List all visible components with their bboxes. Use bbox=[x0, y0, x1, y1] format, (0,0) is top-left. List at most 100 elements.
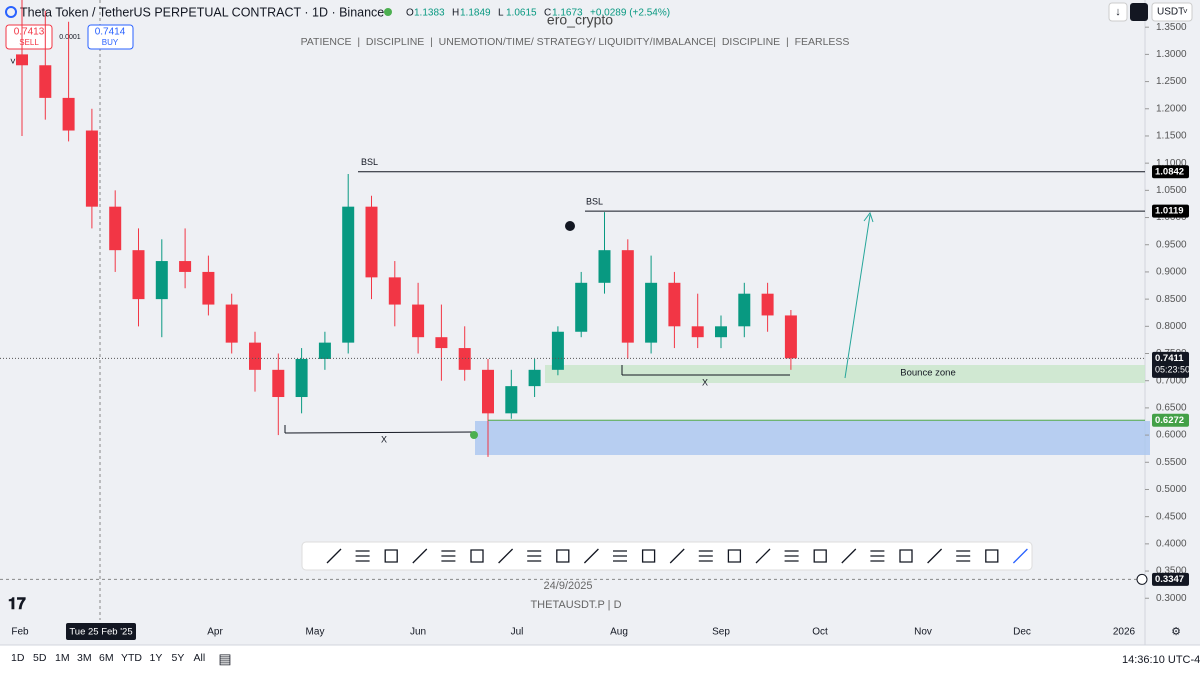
x-tick-label: Jul bbox=[511, 627, 524, 638]
bounce-zone bbox=[545, 365, 1145, 383]
toolbar-tool[interactable] bbox=[755, 548, 771, 564]
tool-icon bbox=[470, 549, 484, 563]
zone-label: Bounce zone bbox=[900, 368, 955, 379]
candle-body bbox=[761, 293, 774, 316]
tool-icon bbox=[498, 548, 514, 564]
x-tick-label: Feb bbox=[11, 627, 29, 638]
toolbar-tool[interactable] bbox=[669, 548, 685, 564]
candle-body bbox=[16, 54, 28, 66]
alert-icon bbox=[565, 221, 575, 231]
toolbar-tool[interactable] bbox=[784, 550, 799, 562]
y-tick-label: 1.3000 bbox=[1156, 49, 1187, 60]
toolbar-tool[interactable] bbox=[326, 548, 342, 564]
x-tick-label: Oct bbox=[812, 627, 828, 638]
toolbar-tool[interactable] bbox=[956, 550, 971, 562]
sell-label[interactable]: SELL bbox=[19, 38, 39, 47]
symbol-logo bbox=[5, 6, 17, 18]
toolbar-tool[interactable] bbox=[613, 550, 627, 562]
ohlc-key: L bbox=[498, 8, 504, 19]
toolbar-tool[interactable] bbox=[727, 549, 742, 563]
toolbar-tool[interactable] bbox=[985, 549, 999, 563]
buy-price[interactable]: 0.7414 bbox=[95, 27, 126, 38]
tool-icon bbox=[870, 550, 885, 562]
tool-icon bbox=[527, 550, 542, 562]
toolbar-tool[interactable] bbox=[698, 550, 713, 562]
date-range-icon[interactable]: ▤ bbox=[218, 651, 231, 667]
range-button[interactable]: 5D bbox=[33, 652, 47, 664]
price-label: 0.7411 bbox=[1155, 353, 1184, 364]
y-tick-label: 0.9500 bbox=[1156, 239, 1187, 250]
collapse-indicators[interactable]: ˅ bbox=[10, 57, 16, 68]
bsl-label: BSL bbox=[361, 157, 378, 167]
download-icon[interactable]: ↓ bbox=[1115, 6, 1121, 18]
toolbar-tool[interactable] bbox=[899, 549, 913, 563]
currency-caret[interactable]: ˅ bbox=[1183, 7, 1188, 16]
settings-icon[interactable]: ⚙ bbox=[1171, 626, 1181, 638]
y-tick-label: 0.9000 bbox=[1156, 267, 1187, 278]
candle-body bbox=[528, 369, 541, 387]
symbol-title[interactable]: Theta Token / TetherUS PERPETUAL CONTRAC… bbox=[20, 5, 384, 19]
price-label-box bbox=[1152, 165, 1189, 179]
x-tick-label: 2026 bbox=[1113, 627, 1136, 638]
range-button[interactable]: 5Y bbox=[172, 652, 185, 664]
toolbar-tool[interactable] bbox=[870, 550, 885, 562]
currency[interactable]: USDT bbox=[1157, 7, 1184, 18]
toolbar-tool[interactable] bbox=[355, 550, 370, 562]
toolbar-tool[interactable] bbox=[1012, 548, 1028, 564]
crosshair-plus bbox=[1136, 573, 1148, 585]
toolbar-tool[interactable] bbox=[813, 549, 827, 563]
x-label: X bbox=[381, 434, 387, 444]
candle-body bbox=[621, 250, 634, 343]
toolbar-tool[interactable] bbox=[527, 550, 542, 562]
toolbar-tool[interactable] bbox=[441, 550, 456, 562]
footer-symbol: THETAUSDT.P | D bbox=[530, 599, 621, 611]
range-button[interactable]: 6M bbox=[99, 652, 114, 664]
toolbar-tool[interactable] bbox=[556, 549, 570, 563]
range-button[interactable]: 1D bbox=[11, 652, 25, 664]
tool-icon bbox=[326, 548, 342, 564]
candle-body bbox=[388, 277, 401, 305]
candle-body bbox=[715, 326, 727, 338]
fullscreen-button[interactable] bbox=[1130, 3, 1148, 21]
toolbar-tool[interactable] bbox=[498, 548, 514, 564]
buy-label[interactable]: BUY bbox=[102, 38, 119, 47]
candle-body bbox=[272, 369, 285, 398]
candle-body bbox=[505, 386, 518, 414]
toolbar-tool[interactable] bbox=[583, 548, 599, 564]
candle-body bbox=[412, 304, 425, 338]
sell-price[interactable]: 0.7413 bbox=[14, 27, 45, 38]
toolbar-tool[interactable] bbox=[841, 548, 857, 564]
toolbar-tool[interactable] bbox=[412, 548, 428, 564]
range-button[interactable]: All bbox=[194, 652, 206, 664]
trade-buttons: 0.7413 SELL 0.0001 0.7414 BUY bbox=[5, 24, 134, 50]
toolbar-tool[interactable] bbox=[384, 549, 398, 563]
spread: 0.0001 bbox=[59, 34, 81, 41]
x-tick-label: Aug bbox=[610, 627, 628, 638]
x-tick-label: May bbox=[306, 627, 325, 638]
range-button[interactable]: 3M bbox=[77, 652, 92, 664]
y-tick-label: 1.1500 bbox=[1156, 131, 1187, 142]
toolbar-tool[interactable] bbox=[470, 549, 484, 563]
y-tick-label: 0.6000 bbox=[1156, 430, 1187, 441]
range-button[interactable]: 1M bbox=[55, 652, 70, 664]
buy-button[interactable] bbox=[87, 24, 134, 50]
subtitle: PATIENCE | DISCIPLINE | UNEMOTION/TIME/ … bbox=[301, 36, 850, 48]
tool-icon bbox=[1012, 548, 1028, 564]
clock[interactable]: 14:36:10 UTC-4 bbox=[1122, 654, 1200, 666]
ohlc-value: 1.0615 bbox=[506, 8, 537, 19]
toolbar-tool[interactable] bbox=[641, 549, 656, 563]
ohlc-key: H bbox=[452, 8, 459, 19]
currency-button[interactable] bbox=[1151, 2, 1193, 22]
ohlc-value: 1.1673 bbox=[552, 8, 583, 19]
candle-body bbox=[342, 206, 355, 343]
sell-button[interactable] bbox=[5, 24, 53, 50]
tool-icon bbox=[755, 548, 771, 564]
price-label: 0.6272 bbox=[1155, 415, 1184, 426]
range-button[interactable]: YTD bbox=[121, 652, 142, 664]
candle-body bbox=[645, 282, 658, 343]
y-tick-label: 0.5000 bbox=[1156, 484, 1187, 495]
download-button[interactable] bbox=[1108, 2, 1128, 22]
candle-body bbox=[784, 315, 797, 359]
toolbar-tool[interactable] bbox=[927, 548, 943, 564]
range-button[interactable]: 1Y bbox=[150, 652, 163, 664]
